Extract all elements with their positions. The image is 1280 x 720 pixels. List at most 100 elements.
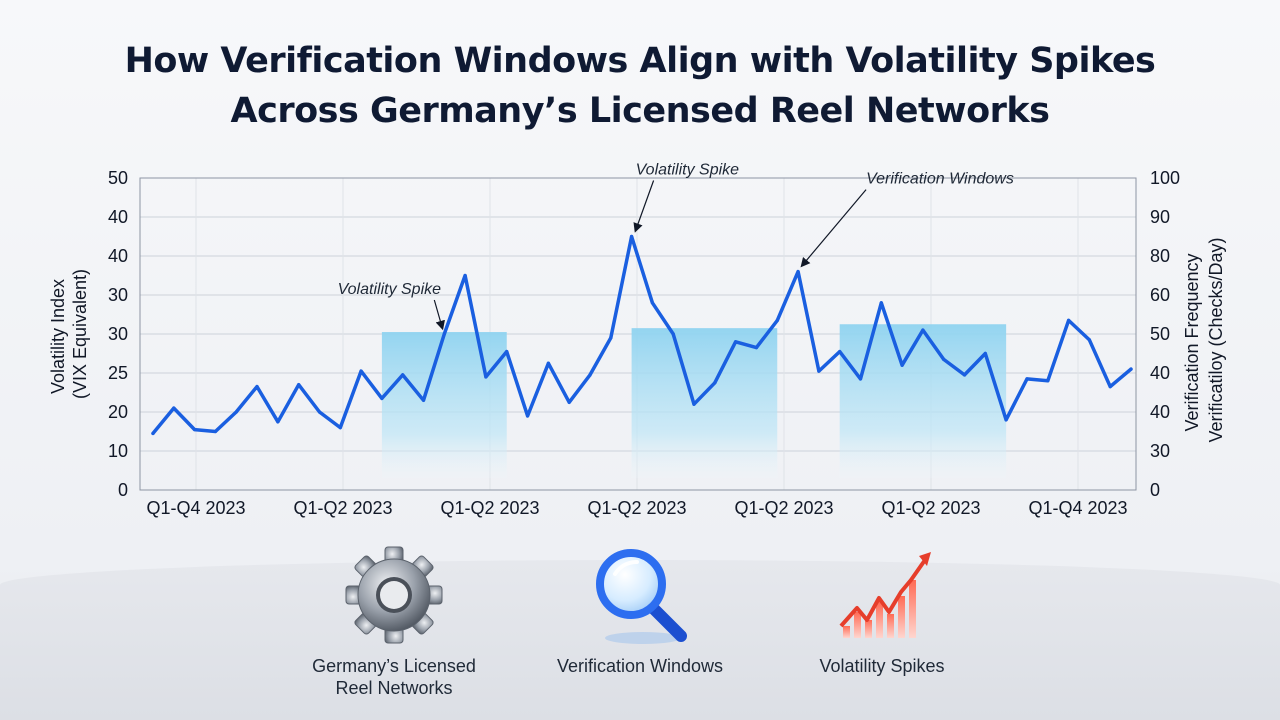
verification-window-1 [381,332,507,478]
data-point [962,373,967,377]
legend-item-verification: Verification Windows [530,540,750,677]
data-point [172,406,176,410]
left-tick-label: 0 [118,480,128,500]
title-line-2: Across Germany’s Licensed Reel Networks [230,91,1050,131]
annotation-label-1: Volatility Spike [338,281,442,298]
data-point [692,402,696,406]
data-point [629,234,634,239]
rising-chart-icon [772,540,992,655]
left-axis-ticks: 0 10 20 25 30 30 40 40 50 [108,168,128,500]
data-point [817,369,821,373]
data-point [255,385,259,389]
magnifier-icon [530,540,750,655]
right-axis-title-line2: Verificatiloy (Checks/Day) [1206,237,1226,442]
data-point [421,398,426,402]
left-tick-label: 30 [108,324,128,344]
data-point [213,429,218,434]
data-point [1025,377,1029,381]
data-point [276,420,280,424]
chart-title: How Verification Windows Align with Vola… [0,36,1280,136]
volatility-line [151,234,1133,436]
x-tick-label: Q1-Q4 2023 [1028,498,1127,518]
data-point [775,318,779,322]
annotations: Volatility Spike Volatility Spike Verifica… [338,162,1014,331]
data-point [671,332,675,336]
data-point [921,328,925,332]
data-point [734,340,738,344]
left-axis-title-line1: Volatility Index [48,279,68,394]
data-point [463,273,467,278]
data-point [359,369,363,373]
verification-window-2 [631,328,778,478]
x-tick-label: Q1-Q2 2023 [587,498,686,518]
data-point [879,301,883,305]
legend-label-networks-1: Germany’s Licensed [312,656,476,676]
data-point [401,373,405,377]
data-point [338,426,342,430]
left-tick-label: 20 [108,402,128,422]
data-point [567,400,571,404]
left-tick-label: 25 [108,363,128,383]
data-point [484,375,488,379]
legend-label-spikes: Volatility Spikes [819,656,945,676]
gear-icon [284,540,504,655]
data-point [151,431,155,436]
left-tick-label: 10 [108,441,128,461]
left-tick-label: 40 [108,207,128,227]
data-point [838,349,842,354]
plot-frame [139,177,1137,491]
annotation-label-3: Verification Windows [866,171,1014,188]
annotation-arrow-1 [433,299,445,331]
left-tick-label: 40 [108,246,128,266]
data-point [942,357,946,361]
data-point [1129,367,1133,371]
data-point [234,410,238,414]
annotation-arrow-2 [633,180,655,233]
legend-item-networks: Germany’s Licensed Reel Networks [284,540,504,699]
left-tick-label: 50 [108,168,128,188]
data-point [1108,385,1112,389]
data-point [380,396,384,400]
data-point [1066,318,1071,322]
data-point [193,427,197,432]
right-tick-label: 40 [1150,363,1170,383]
data-point [983,351,987,356]
right-tick-label: 100 [1150,168,1180,188]
right-axis-title: Verification Frequency Verificatiloy (Ch… [1182,237,1226,442]
x-axis-ticks: Q1-Q4 2023 Q1-Q2 2023 Q1-Q2 2023 Q1-Q2 2023… [146,498,1127,518]
x-tick-label: Q1-Q2 2023 [440,498,539,518]
data-point [650,301,655,305]
volatility-series [151,234,1133,436]
x-tick-label: Q1-Q2 2023 [293,498,392,518]
data-point [442,332,446,336]
legend-item-spikes: Volatility Spikes [772,540,992,677]
data-point [796,270,800,274]
right-tick-label: 0 [1150,480,1160,500]
right-axis-title-line1: Verification Frequency [1182,253,1202,431]
data-point [754,346,759,350]
right-tick-label: 30 [1150,441,1170,461]
left-tick-label: 30 [108,285,128,305]
data-point [588,373,592,377]
data-point [505,349,509,354]
annotation-label-2: Volatility Spike [636,162,740,179]
data-point [1087,338,1091,342]
data-point [713,381,717,385]
right-axis-ticks: 0 30 40 40 50 60 80 90 100 [1150,168,1180,500]
data-point [297,383,301,387]
left-axis-title-line2: (VIX Equivalent) [70,269,90,399]
data-point [1046,379,1050,383]
right-tick-label: 60 [1150,285,1170,305]
data-point [900,363,904,367]
right-tick-label: 50 [1150,324,1170,344]
data-point [546,361,550,365]
data-point [525,414,530,418]
left-axis-title: Volatility Index (VIX Equivalent) [48,269,90,399]
verification-windows [381,324,1007,478]
data-point [858,377,863,381]
verification-window-3 [839,324,1007,478]
annotation-arrow-3 [800,189,867,268]
right-tick-label: 40 [1150,402,1170,422]
title-line-1: How Verification Windows Align with Vola… [124,41,1156,81]
